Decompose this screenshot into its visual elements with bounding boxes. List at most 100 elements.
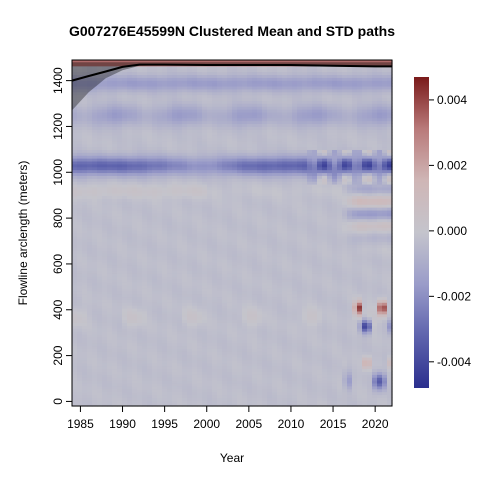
heatmap-cell xyxy=(197,126,203,130)
heatmap-cell xyxy=(217,342,223,347)
heatmap-cell xyxy=(147,146,153,150)
heatmap-cell xyxy=(197,106,203,110)
heatmap-cell xyxy=(252,158,258,162)
heatmap-cell xyxy=(197,149,203,153)
heatmap-cell xyxy=(207,221,213,225)
heatmap-cell xyxy=(162,241,168,246)
heatmap-cell xyxy=(197,354,203,358)
heatmap-cell xyxy=(192,74,198,78)
heatmap-cell xyxy=(97,282,103,286)
heatmap-cell xyxy=(242,126,248,130)
heatmap-cell xyxy=(147,60,153,64)
heatmap-cell xyxy=(257,284,263,289)
heatmap-cell xyxy=(132,328,138,332)
heatmap-cell xyxy=(242,140,248,145)
heatmap-cell xyxy=(182,143,188,148)
heatmap-cell xyxy=(202,331,208,335)
heatmap-cell xyxy=(117,351,123,355)
heatmap-cell xyxy=(92,100,98,104)
heatmap-cell xyxy=(267,400,273,404)
heatmap-cell xyxy=(252,207,258,211)
heatmap-cell xyxy=(172,71,178,76)
heatmap-cell xyxy=(202,207,208,211)
heatmap-cell xyxy=(112,215,118,220)
heatmap-cell xyxy=(112,342,118,347)
heatmap-cell xyxy=(87,94,93,99)
heatmap-cell xyxy=(177,284,183,289)
heatmap-cell xyxy=(187,212,193,217)
heatmap-cell xyxy=(192,134,198,139)
heatmap-cell xyxy=(227,264,233,269)
heatmap-cell xyxy=(172,204,178,208)
heatmap-cell xyxy=(102,186,108,191)
heatmap-cell xyxy=(252,377,258,381)
heatmap-cell xyxy=(237,293,243,298)
heatmap-cell xyxy=(132,400,138,404)
heatmap-cell xyxy=(77,143,83,148)
heatmap-cell xyxy=(247,365,253,370)
heatmap-cell xyxy=(82,132,88,136)
heatmap-cell xyxy=(152,250,158,254)
heatmap-cell xyxy=(222,316,228,321)
heatmap-cell xyxy=(202,290,208,295)
heatmap-cell xyxy=(87,103,93,107)
heatmap-cell xyxy=(247,83,253,87)
heatmap-cell xyxy=(252,143,258,148)
heatmap-cell xyxy=(202,276,208,280)
heatmap-cell xyxy=(192,60,198,64)
heatmap-cell xyxy=(217,140,223,145)
heatmap-cell xyxy=(277,319,283,323)
heatmap-cell xyxy=(167,74,173,78)
heatmap-cell xyxy=(252,175,258,179)
heatmap-cell xyxy=(242,163,248,168)
heatmap-cell xyxy=(262,287,268,292)
heatmap-cell xyxy=(262,273,268,277)
heatmap-cell xyxy=(127,276,133,280)
heatmap-cell xyxy=(142,319,148,323)
heatmap-cell xyxy=(157,235,163,240)
heatmap-cell xyxy=(92,230,98,234)
heatmap-cell xyxy=(222,117,228,122)
heatmap-cell xyxy=(222,103,228,107)
heatmap-cell xyxy=(227,74,233,78)
heatmap-cell xyxy=(277,299,283,303)
heatmap-cell xyxy=(202,74,208,78)
heatmap-cell xyxy=(272,204,278,208)
heatmap-cell xyxy=(112,117,118,122)
heatmap-cell xyxy=(92,221,98,225)
heatmap-cell xyxy=(157,290,163,295)
heatmap-cell xyxy=(187,100,193,104)
heatmap-cell xyxy=(207,132,213,136)
heatmap-cell xyxy=(147,302,153,306)
heatmap-cell xyxy=(132,241,138,246)
heatmap-cell xyxy=(252,302,258,306)
heatmap-cell xyxy=(257,368,263,372)
heatmap-cell xyxy=(267,380,273,384)
heatmap-cell xyxy=(157,293,163,298)
heatmap-cell xyxy=(182,100,188,104)
heatmap-cell xyxy=(187,299,193,303)
heatmap-cell xyxy=(207,77,213,81)
heatmap-cell xyxy=(242,403,248,407)
heatmap-cell xyxy=(212,152,218,156)
heatmap-cell xyxy=(107,137,113,142)
heatmap-cell xyxy=(117,71,123,76)
heatmap-cell xyxy=(142,166,148,171)
heatmap-cell xyxy=(97,380,103,384)
heatmap-cell xyxy=(142,403,148,407)
heatmap-cell xyxy=(112,339,118,344)
heatmap-cell xyxy=(222,91,228,96)
heatmap-cell xyxy=(257,134,263,139)
heatmap-cell xyxy=(152,60,158,64)
heatmap-cell xyxy=(222,221,228,225)
heatmap-cell xyxy=(147,339,153,344)
heatmap-cell xyxy=(227,279,233,283)
heatmap-cell xyxy=(172,374,178,378)
heatmap-cell xyxy=(122,172,128,176)
heatmap-cell xyxy=(187,385,193,390)
heatmap-cell xyxy=(147,316,153,321)
heatmap-cell xyxy=(167,68,173,73)
heatmap-cell xyxy=(192,109,198,113)
heatmap-cell xyxy=(212,362,218,367)
heatmap-cell xyxy=(72,261,78,266)
